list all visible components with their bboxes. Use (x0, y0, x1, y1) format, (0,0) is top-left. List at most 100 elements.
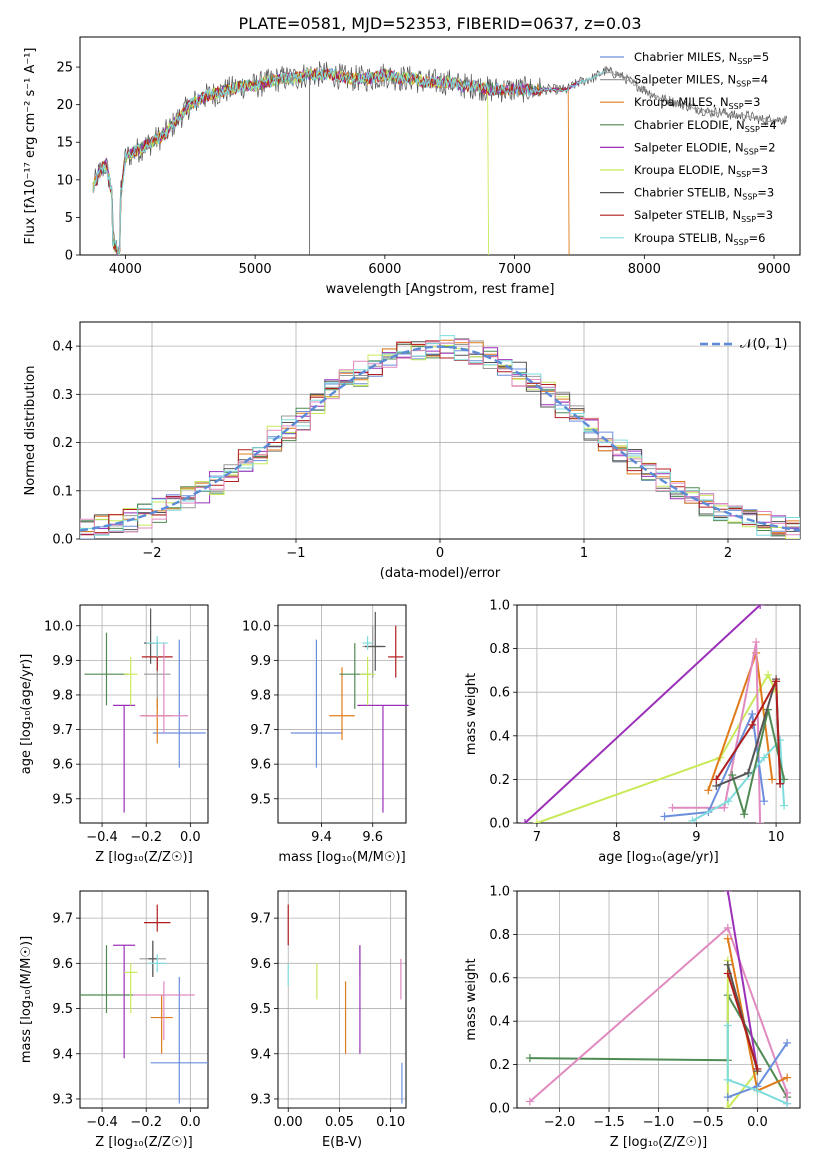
x-tick-label: 6000 (368, 262, 401, 277)
x-tick-label: 9000 (758, 262, 791, 277)
y-tick-label: 0.4 (52, 340, 73, 355)
errorbar-point (329, 667, 355, 740)
legend-suffix: =3 (751, 163, 768, 177)
x-axis-label: Z [log₁₀(Z/Z☉)] (95, 850, 192, 865)
legend-entry: Kroupa MILES, NSSP=3 (634, 95, 760, 111)
x-tick-label: −2.0 (544, 1115, 576, 1130)
weight-series-pink (672, 641, 762, 823)
errorbar-point (84, 632, 129, 706)
legend-sub: SSP (737, 57, 752, 66)
x-axis-label: Z [log₁₀(Z/Z☉)] (95, 1135, 192, 1150)
y-tick-label: 9.4 (250, 1047, 271, 1062)
x-tick-label: 9.6 (362, 830, 383, 845)
y-tick-label: 9.8 (250, 688, 271, 703)
y-tick-label: 9.4 (52, 1047, 73, 1062)
y-tick-label: 20 (56, 98, 73, 113)
x-tick-label: −1.5 (593, 1115, 625, 1130)
errorbar-point (362, 625, 383, 678)
x-tick-label: −0.4 (86, 1115, 118, 1130)
x-axis-label: (data-model)/error (380, 566, 501, 581)
y-axis-label: mass [log₁₀(M/M☉)] (19, 936, 34, 1063)
y-tick-label: 0.4 (489, 729, 510, 744)
y-tick-label: 0.2 (52, 436, 73, 451)
errorbar-point (113, 944, 136, 1059)
legend-suffix: =3 (757, 186, 774, 200)
x-axis-label: mass [log₁₀(M/M☉)] (278, 850, 405, 865)
panel-residuals: −2 −1 0 1 2 0.0 0.1 0.2 0.3 0.4 (data-model)/error… (23, 321, 801, 581)
y-axis-label: Normed distribution (23, 366, 38, 496)
x-tick-label: −2 (142, 546, 161, 561)
x-axis-label: age [log₁₀(age/yr)] (598, 850, 719, 865)
y-tick-label: 9.5 (250, 1002, 271, 1017)
y-tick-label: 9.6 (250, 758, 271, 773)
y-tick-label: 9.7 (52, 912, 73, 927)
x-axis-label: E(B-V) (322, 1135, 362, 1150)
panel-weight-vs-metallicity: −2.0 −1.5 −1.0 −0.5 0.0 0.0 0.2 0.4 0.6 0.8 1.0 Z [… (464, 885, 801, 1150)
y-axis-label: Flux [fλ10⁻¹⁷ erg cm⁻² s⁻¹ A⁻¹] (23, 48, 38, 245)
legend-entry: Salpeter ELODIE, NSSP=2 (634, 140, 776, 156)
spectrum-line-salpeter_stelib (92, 67, 580, 255)
figure-title: PLATE=0581, MJD=52353, FIBERID=0637, z=0… (238, 14, 641, 33)
legend-sub: SSP (734, 238, 749, 247)
y-tick-label: 1.0 (489, 599, 510, 614)
legend-label: Kroupa STELIB, N (634, 231, 734, 245)
errorbar-point (132, 981, 195, 1041)
errorbar-point (148, 954, 167, 973)
y-tick-label: 9.5 (250, 792, 271, 807)
legend-entry: 𝒩(0, 1) (740, 337, 787, 352)
x-tick-label: 0.0 (180, 830, 201, 845)
legend-label: Kroupa MILES, N (634, 95, 729, 109)
errorbar-point (357, 704, 409, 813)
legend-suffix: =4 (751, 73, 768, 87)
x-tick-label: 10 (768, 830, 785, 845)
errorbar-point (150, 976, 208, 1104)
errorbar-point (359, 656, 376, 706)
legend-sub: SSP (742, 193, 757, 202)
legend-label: Chabrier STELIB, N (634, 186, 742, 200)
y-tick-label: 9.6 (52, 758, 73, 773)
panel-age-vs-mass: 9.4 9.6 9.5 9.6 9.7 9.8 9.9 10.0 mass [log₁₀(M/M… (242, 604, 409, 865)
x-tick-label: −1 (286, 546, 305, 561)
x-axis-label: wavelength [Angstrom, rest frame] (326, 282, 555, 297)
y-tick-label: 9.8 (52, 688, 73, 703)
x-tick-label: 7000 (498, 262, 531, 277)
legend-suffix: =4 (760, 118, 777, 132)
legend-entry: Chabrier STELIB, NSSP=3 (634, 186, 774, 202)
x-tick-label: 0.10 (376, 1115, 405, 1130)
panel-mass-vs-ebv: 0.00 0.05 0.10 9.3 9.4 9.5 9.6 9.7 E(B-V) (250, 890, 407, 1150)
weight-series-pink (529, 926, 789, 1104)
y-tick-label: 25 (56, 61, 73, 76)
axes-frame (516, 890, 801, 1109)
y-tick-label: 0.2 (489, 1058, 510, 1073)
x-tick-label: 2 (724, 546, 732, 561)
x-tick-label: 5000 (239, 262, 272, 277)
x-tick-label: 4000 (109, 262, 142, 277)
axes-frame (79, 321, 801, 540)
weight-series-kroupa_elodie (536, 672, 778, 823)
x-tick-label: −0.5 (692, 1115, 724, 1130)
x-tick-label: 0 (436, 546, 444, 561)
errorbar-point (113, 704, 136, 813)
legend-sub: SSP (729, 102, 744, 111)
y-tick-label: 0.1 (52, 484, 73, 499)
y-tick-label: 0.0 (52, 533, 73, 548)
weight-series-salpeter_elodie (524, 605, 761, 823)
legend-label: Chabrier MILES, N (634, 50, 737, 64)
y-tick-label: 0.6 (489, 971, 510, 986)
weight-lines (520, 605, 789, 823)
axes-frame (79, 604, 209, 824)
x-tick-label: 0.0 (747, 1115, 768, 1130)
y-axis-label: mass weight (464, 958, 479, 1040)
x-tick-label: 8 (613, 830, 621, 845)
y-tick-label: 0.0 (489, 817, 510, 832)
panel-mass-vs-metallicity: −0.4 −0.2 0.0 9.3 9.4 9.5 9.6 9.7 Z [log₁₀(Z/Z☉)… (19, 890, 209, 1150)
weight-series-salpeter_stelib (726, 973, 759, 1070)
y-tick-label: 9.9 (250, 654, 271, 669)
errorbar-point (290, 639, 342, 768)
axes-frame (277, 890, 407, 1109)
spectrum-lines (92, 61, 787, 255)
legend-entry: Kroupa STELIB, NSSP=6 (634, 231, 765, 247)
legend-sub: SSP (736, 80, 751, 89)
spectrum-line-kroupa_miles (92, 67, 570, 255)
legend-sub: SSP (741, 215, 756, 224)
